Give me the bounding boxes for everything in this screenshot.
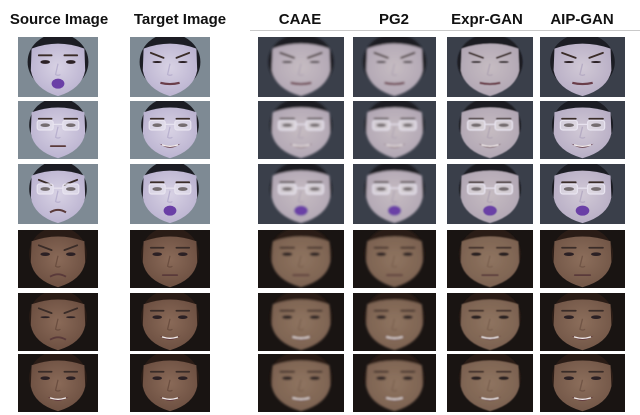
face-expr-gan-row-2 xyxy=(447,101,533,159)
face-expr-gan-row-1 xyxy=(447,37,533,97)
face-pg2-row-2 xyxy=(353,101,436,159)
header-divider xyxy=(250,30,640,31)
face-target-image-row-3 xyxy=(130,164,210,224)
header-expr-gan: Expr-GAN xyxy=(451,11,523,28)
face-pg2-row-5 xyxy=(353,293,436,351)
face-source-image-row-5 xyxy=(18,293,98,351)
face-aip-gan-row-4 xyxy=(540,230,625,288)
face-target-image-row-5 xyxy=(130,293,210,351)
face-expr-gan-row-5 xyxy=(447,293,533,351)
face-source-image-row-4 xyxy=(18,230,98,288)
face-pg2-row-6 xyxy=(353,354,436,412)
face-caae-row-3 xyxy=(258,164,344,224)
header-pg2: PG2 xyxy=(378,11,409,28)
face-caae-row-6 xyxy=(258,354,344,412)
header-aip-gan: AIP-GAN xyxy=(550,11,614,28)
face-source-image-row-3 xyxy=(18,164,98,224)
face-aip-gan-row-1 xyxy=(540,37,625,97)
face-caae-row-1 xyxy=(258,37,344,97)
header-source-image: Source Image xyxy=(9,11,109,28)
face-target-image-row-2 xyxy=(130,101,210,159)
face-aip-gan-row-3 xyxy=(540,164,625,224)
face-source-image-row-1 xyxy=(18,37,98,97)
face-caae-row-2 xyxy=(258,101,344,159)
face-pg2-row-1 xyxy=(353,37,436,97)
face-source-image-row-2 xyxy=(18,101,98,159)
face-pg2-row-4 xyxy=(353,230,436,288)
face-expr-gan-row-6 xyxy=(447,354,533,412)
face-caae-row-5 xyxy=(258,293,344,351)
face-expr-gan-row-3 xyxy=(447,164,533,224)
face-caae-row-4 xyxy=(258,230,344,288)
header-caae: CAAE xyxy=(278,11,322,28)
face-source-image-row-6 xyxy=(18,354,98,412)
face-target-image-row-4 xyxy=(130,230,210,288)
face-target-image-row-6 xyxy=(130,354,210,412)
header-target-image: Target Image xyxy=(133,11,227,28)
face-aip-gan-row-5 xyxy=(540,293,625,351)
face-target-image-row-1 xyxy=(130,37,210,97)
face-expr-gan-row-4 xyxy=(447,230,533,288)
face-aip-gan-row-2 xyxy=(540,101,625,159)
face-aip-gan-row-6 xyxy=(540,354,625,412)
face-pg2-row-3 xyxy=(353,164,436,224)
